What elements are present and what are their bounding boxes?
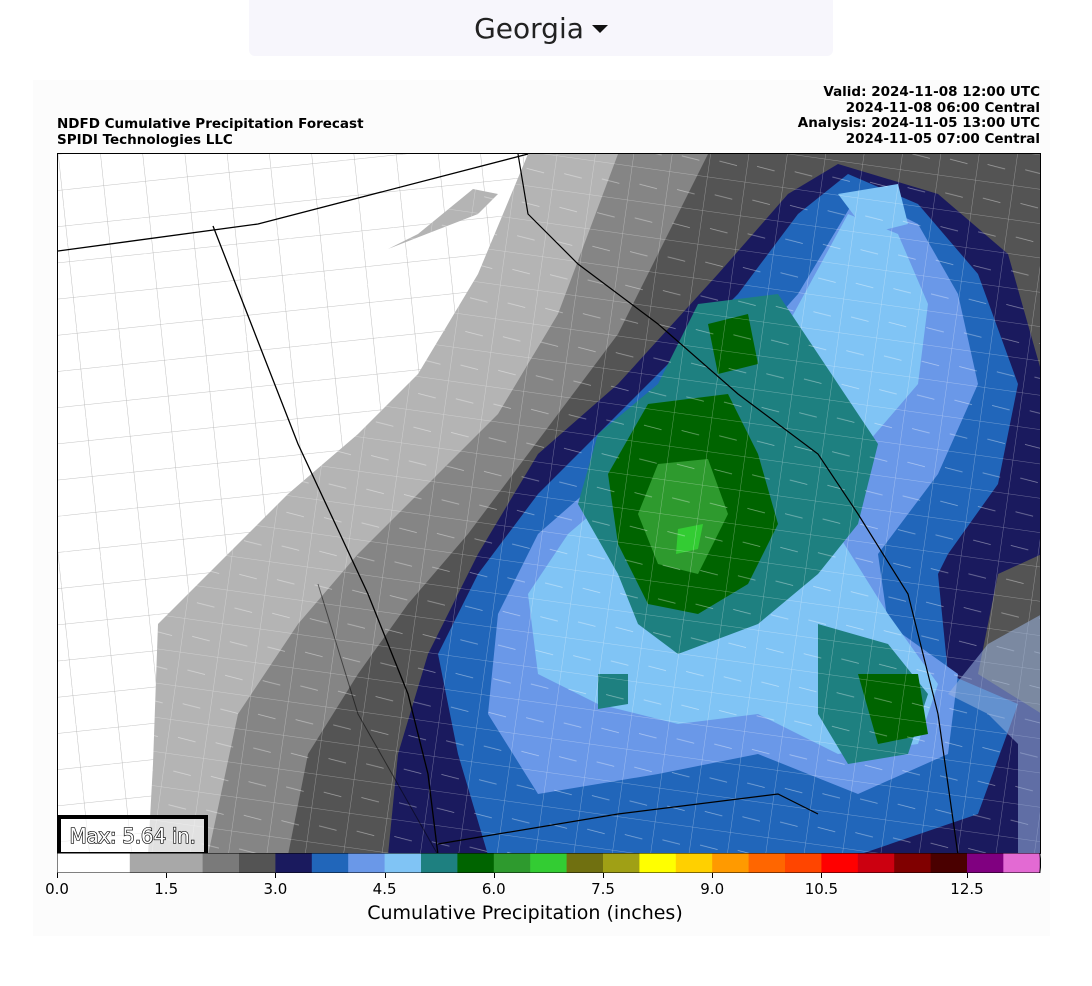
valid-utc: Valid: 2024-11-08 12:00 UTC <box>823 84 1040 100</box>
colorbar-segment <box>530 853 568 873</box>
colorbar-segment <box>566 853 604 873</box>
colorbar-tick-mark <box>821 873 823 878</box>
colorbar-segment <box>967 853 1004 873</box>
max-value-label: Max: 5.64 in. <box>69 823 197 848</box>
colorbar <box>57 853 1041 873</box>
colorbar-segment <box>785 853 822 873</box>
colorbar-segment <box>639 853 677 873</box>
colorbar-tick-label: 4.5 <box>372 880 397 898</box>
colorbar-segment <box>1003 853 1040 873</box>
colorbar-outline <box>57 853 1041 873</box>
figure-source: SPIDI Technologies LLC <box>57 131 233 148</box>
analysis-utc: Analysis: 2024-11-05 13:00 UTC <box>797 115 1040 131</box>
colorbar-tick-mark <box>967 873 968 878</box>
colorbar-segment <box>384 853 422 873</box>
colorbar-segment <box>857 853 895 873</box>
colorbar-tick-label: 1.5 <box>154 880 179 898</box>
colorbar-tick-label: 12.5 <box>950 880 984 898</box>
caret-down-icon <box>591 25 608 33</box>
colorbar-ticks: 0.0 1.5 3.0 4.5 6.0 7.5 9.0 10.5 12.5 <box>0 873 1092 903</box>
colorbar-segment <box>930 853 968 873</box>
colorbar-segment <box>421 853 458 873</box>
colorbar-segment <box>202 853 240 873</box>
colorbar-tick-mark <box>384 873 386 878</box>
colorbar-tick-label: 7.5 <box>591 880 615 898</box>
colorbar-segment <box>493 853 531 873</box>
colorbar-tick-mark <box>57 873 58 878</box>
precipitation-map <box>57 153 1041 854</box>
max-value-box: Max: 5.64 in. <box>57 815 208 856</box>
region-selector-label: Georgia <box>474 11 584 45</box>
valid-central: 2024-11-08 06:00 Central <box>845 99 1040 116</box>
figure-title: NDFD Cumulative Precipitation Forecast <box>57 116 364 132</box>
valid-time-block: Valid: 2024-11-08 12:00 UTC 2024-11-08 0… <box>797 84 1040 147</box>
colorbar-segment <box>821 853 859 873</box>
colorbar-segment <box>166 853 204 873</box>
colorbar-tick-mark <box>493 873 495 878</box>
colorbar-segment <box>457 853 495 873</box>
colorbar-segment <box>748 853 786 873</box>
colorbar-segment <box>894 853 932 873</box>
colorbar-segment <box>93 853 131 873</box>
colorbar-tick-mark <box>166 873 168 878</box>
precipitation-map-graphic <box>58 154 1040 853</box>
colorbar-title: Cumulative Precipitation (inches) <box>367 902 683 924</box>
colorbar-tick-mark <box>275 873 277 878</box>
colorbar-tick-mark <box>712 873 714 878</box>
colorbar-segment <box>712 853 750 873</box>
colorbar-segment <box>129 853 167 873</box>
colorbar-segment <box>603 853 640 873</box>
colorbar-segment <box>311 853 349 873</box>
colorbar-segment <box>239 853 276 873</box>
figure-title-block: NDFD Cumulative Precipitation Forecast S… <box>57 116 364 148</box>
colorbar-segment <box>57 853 94 873</box>
region-selector[interactable]: Georgia <box>249 0 833 56</box>
colorbar-tick-mark <box>603 873 604 878</box>
colorbar-tick-label: 6.0 <box>481 880 506 898</box>
analysis-central: 2024-11-05 07:00 Central <box>845 130 1040 147</box>
colorbar-tick-label: 3.0 <box>263 880 288 898</box>
colorbar-tick-label: 9.0 <box>700 880 725 898</box>
colorbar-tick-label: 10.5 <box>804 880 839 898</box>
colorbar-segment <box>275 853 313 873</box>
colorbar-segment <box>675 853 713 873</box>
colorbar-segment <box>348 853 386 873</box>
colorbar-tick-label: 0.0 <box>45 880 69 898</box>
